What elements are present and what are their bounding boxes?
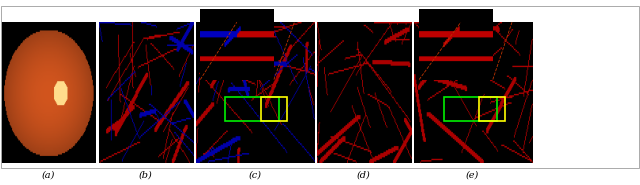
Bar: [225, 97, 279, 121]
Text: (b): (b): [139, 170, 153, 179]
Bar: [257, 53, 273, 78]
Bar: [456, 53, 485, 78]
Text: (e): (e): [466, 170, 479, 179]
Text: (a): (a): [42, 170, 55, 179]
Bar: [237, 53, 267, 78]
Text: (d): (d): [356, 170, 371, 179]
Text: (c): (c): [248, 170, 261, 179]
Bar: [444, 97, 497, 121]
Bar: [476, 53, 491, 78]
Bar: [261, 97, 287, 121]
Bar: [479, 97, 505, 121]
